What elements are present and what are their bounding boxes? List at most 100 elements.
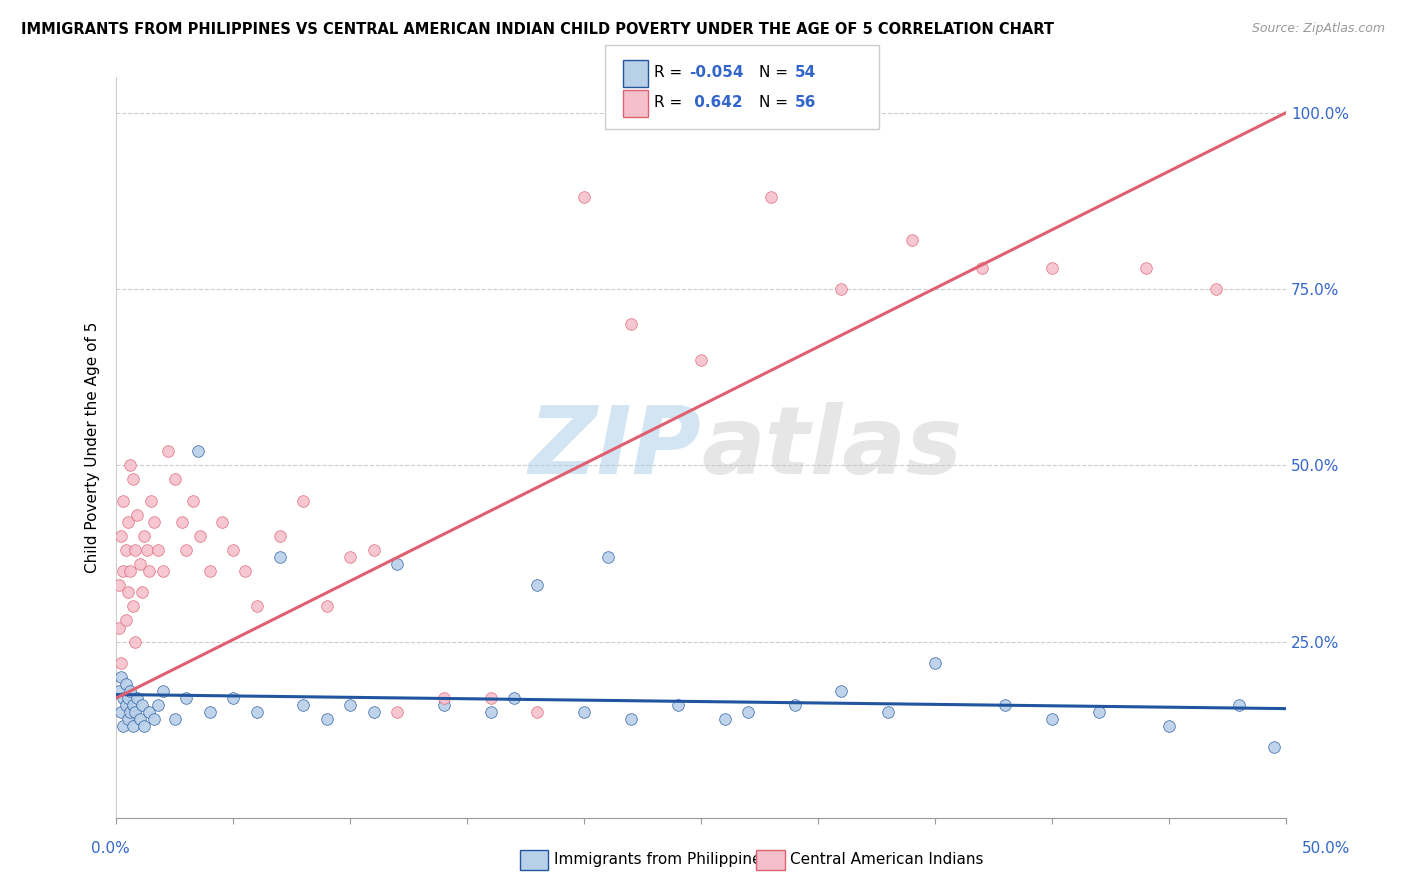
Point bbox=[1135, 260, 1157, 275]
Point bbox=[198, 564, 221, 578]
Point bbox=[479, 705, 502, 719]
Point bbox=[385, 705, 408, 719]
Point bbox=[183, 493, 205, 508]
Point bbox=[120, 458, 142, 473]
Point bbox=[211, 515, 233, 529]
Point bbox=[163, 472, 186, 486]
Point bbox=[121, 472, 143, 486]
Y-axis label: Child Poverty Under the Age of 5: Child Poverty Under the Age of 5 bbox=[86, 322, 100, 574]
Point bbox=[970, 260, 993, 275]
Point bbox=[830, 282, 852, 296]
Text: 0.0%: 0.0% bbox=[91, 841, 131, 856]
Point bbox=[222, 543, 245, 558]
Point bbox=[292, 698, 315, 712]
Point bbox=[1227, 698, 1250, 712]
Point bbox=[737, 705, 759, 719]
Point bbox=[526, 578, 548, 592]
Point bbox=[127, 691, 149, 706]
Point bbox=[107, 684, 129, 698]
Point bbox=[233, 564, 256, 578]
Point bbox=[120, 564, 142, 578]
Point bbox=[1263, 740, 1285, 755]
Point bbox=[479, 691, 502, 706]
Point bbox=[572, 190, 595, 204]
Text: ZIP: ZIP bbox=[529, 401, 702, 493]
Point bbox=[134, 719, 156, 733]
Point bbox=[114, 614, 136, 628]
Point bbox=[666, 698, 689, 712]
Point bbox=[138, 564, 160, 578]
Point bbox=[141, 493, 163, 508]
Point bbox=[339, 698, 361, 712]
Text: N =: N = bbox=[759, 65, 793, 80]
Point bbox=[572, 705, 595, 719]
Point bbox=[120, 705, 142, 719]
Point bbox=[112, 719, 135, 733]
Point bbox=[163, 712, 186, 726]
Point bbox=[152, 684, 174, 698]
Point bbox=[121, 698, 143, 712]
Point bbox=[121, 599, 143, 614]
Point bbox=[114, 543, 136, 558]
Text: atlas: atlas bbox=[702, 401, 962, 493]
Point bbox=[315, 599, 337, 614]
Point bbox=[121, 719, 143, 733]
Text: 56: 56 bbox=[794, 95, 815, 111]
Point bbox=[148, 543, 170, 558]
Point bbox=[503, 691, 526, 706]
Text: -0.054: -0.054 bbox=[689, 65, 744, 80]
Text: 0.642: 0.642 bbox=[689, 95, 742, 111]
Point bbox=[110, 670, 132, 684]
Point bbox=[142, 515, 165, 529]
Point bbox=[114, 698, 136, 712]
Point bbox=[1205, 282, 1227, 296]
Point bbox=[620, 318, 643, 332]
Text: R =: R = bbox=[654, 95, 688, 111]
Point bbox=[117, 712, 139, 726]
Text: 54: 54 bbox=[794, 65, 815, 80]
Point bbox=[433, 698, 456, 712]
Point bbox=[246, 705, 269, 719]
Text: Source: ZipAtlas.com: Source: ZipAtlas.com bbox=[1251, 22, 1385, 36]
Point bbox=[690, 352, 713, 367]
Point bbox=[142, 712, 165, 726]
Point bbox=[117, 515, 139, 529]
Text: R =: R = bbox=[654, 65, 688, 80]
Point bbox=[830, 684, 852, 698]
Point bbox=[877, 705, 900, 719]
Point bbox=[783, 698, 806, 712]
Point bbox=[176, 691, 198, 706]
Text: IMMIGRANTS FROM PHILIPPINES VS CENTRAL AMERICAN INDIAN CHILD POVERTY UNDER THE A: IMMIGRANTS FROM PHILIPPINES VS CENTRAL A… bbox=[21, 22, 1054, 37]
Point bbox=[117, 585, 139, 599]
Point bbox=[110, 656, 132, 670]
Point bbox=[433, 691, 456, 706]
Point bbox=[112, 493, 135, 508]
Point bbox=[112, 691, 135, 706]
Point bbox=[107, 578, 129, 592]
Point bbox=[994, 698, 1017, 712]
Point bbox=[713, 712, 735, 726]
Point bbox=[131, 585, 153, 599]
Point bbox=[596, 549, 619, 564]
Point bbox=[315, 712, 337, 726]
Point bbox=[176, 543, 198, 558]
Point bbox=[620, 712, 643, 726]
Point bbox=[269, 529, 291, 543]
Point bbox=[124, 543, 146, 558]
Point bbox=[198, 705, 221, 719]
Text: Central American Indians: Central American Indians bbox=[790, 853, 984, 867]
Text: N =: N = bbox=[759, 95, 793, 111]
Point bbox=[117, 691, 139, 706]
Point bbox=[385, 557, 408, 571]
Point bbox=[156, 444, 179, 458]
Point bbox=[131, 698, 153, 712]
Text: 50.0%: 50.0% bbox=[1302, 841, 1350, 856]
Point bbox=[134, 529, 156, 543]
Point bbox=[152, 564, 174, 578]
Point bbox=[148, 698, 170, 712]
Point bbox=[222, 691, 245, 706]
Point bbox=[761, 190, 783, 204]
Point bbox=[124, 634, 146, 648]
Point bbox=[110, 529, 132, 543]
Point bbox=[526, 705, 548, 719]
